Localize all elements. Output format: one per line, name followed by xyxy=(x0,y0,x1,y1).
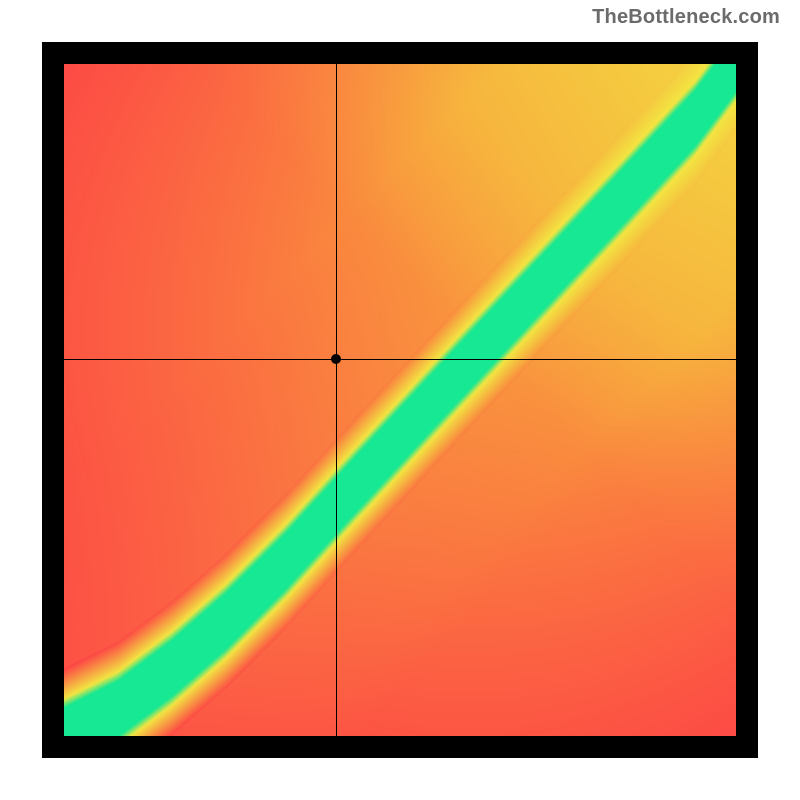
watermark-text: TheBottleneck.com xyxy=(592,6,780,29)
chart-frame xyxy=(42,42,758,758)
heatmap-canvas xyxy=(64,64,736,736)
heatmap-plot xyxy=(64,64,736,736)
chart-container: TheBottleneck.com xyxy=(0,0,800,800)
